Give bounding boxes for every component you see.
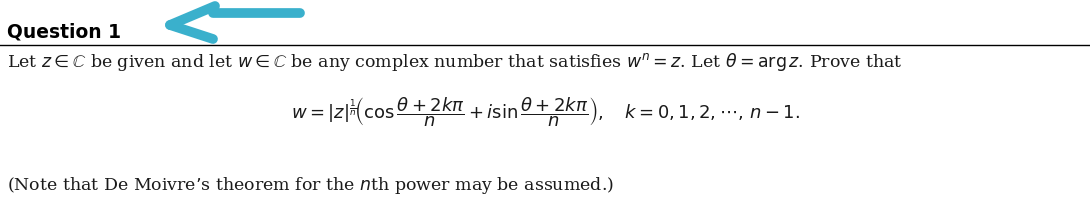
- Text: (Note that De Moivre’s theorem for the $n$th power may be assumed.): (Note that De Moivre’s theorem for the $…: [7, 175, 614, 196]
- Text: $w = |z|^{\frac{1}{n}} \!\left( \cos \dfrac{\theta + 2k\pi}{n} + i \sin \dfrac{\: $w = |z|^{\frac{1}{n}} \!\left( \cos \df…: [291, 95, 799, 129]
- Text: Let $z \in \mathbb{C}$ be given and let $w \in \mathbb{C}$ be any complex number: Let $z \in \mathbb{C}$ be given and let …: [7, 51, 903, 73]
- Text: Question 1: Question 1: [7, 23, 121, 42]
